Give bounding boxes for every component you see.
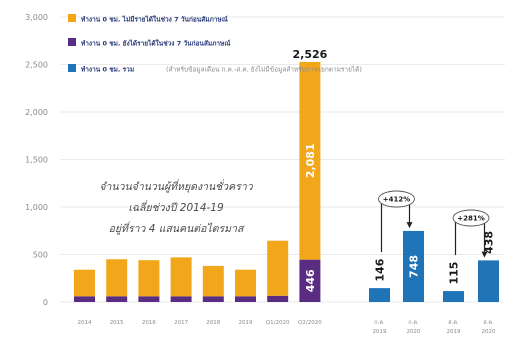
bar-total bbox=[478, 260, 499, 302]
x-tick-label: ส.ค. bbox=[448, 319, 459, 326]
bar-value-label: 115 bbox=[448, 262, 461, 285]
bar-with-income bbox=[267, 295, 289, 302]
segment-label-no-income: 2,081 bbox=[304, 143, 317, 178]
x-tick-label: 2015 bbox=[110, 320, 124, 326]
y-tick-label: 500 bbox=[33, 251, 48, 260]
x-tick-label: ก.ค. bbox=[374, 320, 385, 326]
bar-with-income bbox=[170, 296, 192, 302]
x-tick-label: 2019 bbox=[239, 320, 253, 326]
bar-with-income bbox=[202, 296, 224, 302]
x-tick-label: 2019 bbox=[447, 329, 461, 335]
x-tick-label: 2017 bbox=[174, 320, 188, 326]
legend-label: ทำงาน 0 ชม. รวม bbox=[81, 66, 134, 74]
x-axis: 2014 2015 2016 2017 2018 2019 Q1/2020 Q2/2020 ก.… bbox=[78, 319, 496, 335]
gridlines bbox=[60, 16, 505, 303]
bar-total bbox=[443, 291, 464, 302]
legend-label: ทำงาน 0 ชม. ยังได้รายได้ในช่วง 7 วันก่อน… bbox=[81, 39, 230, 48]
bar-no-income bbox=[202, 265, 224, 297]
bar-value-label: 146 bbox=[374, 258, 387, 281]
annotations: +412% +281% จำนวนจำนวนผู้ที่หยุดงานชั่วครา… bbox=[99, 179, 490, 258]
bar-total bbox=[369, 288, 390, 302]
bar-total bbox=[403, 230, 424, 302]
x-tick-label: 2018 bbox=[206, 320, 220, 326]
x-tick-label: ส.ค. bbox=[483, 319, 494, 326]
change-oval bbox=[452, 209, 490, 227]
legend-swatch bbox=[68, 38, 76, 46]
annotation-text: จำนวนจำนวนผู้ที่หยุดงานชั่วคราว bbox=[99, 179, 253, 193]
bar-with-income bbox=[138, 296, 160, 302]
bar-value-label: 438 bbox=[483, 231, 496, 254]
annotation-text: อยู่ที่ราว 4 แสนคนต่อไตรมาส bbox=[109, 221, 245, 235]
bar-no-income bbox=[170, 257, 192, 297]
x-tick-label: 2020 bbox=[407, 329, 421, 335]
bars: 2,526 2,081 446 146 748 115 438 bbox=[74, 48, 499, 302]
x-tick-label: 2014 bbox=[78, 320, 92, 326]
y-tick-label: 1,500 bbox=[25, 156, 48, 165]
x-tick-label: Q1/2020 bbox=[266, 320, 290, 326]
bar-no-income bbox=[235, 269, 256, 297]
bar-value-label: 748 bbox=[408, 255, 421, 278]
x-tick-label: ก.ค. bbox=[408, 320, 419, 326]
legend-swatch bbox=[68, 64, 76, 72]
bar-total-label: 2,526 bbox=[293, 48, 328, 61]
x-tick-label: 2020 bbox=[482, 329, 496, 335]
legend-label: ทำงาน 0 ชม. ไม่มีรายได้ในช่วง 7 วันก่อนส… bbox=[81, 15, 228, 24]
y-tick-label: 2,000 bbox=[25, 108, 48, 117]
legend-swatch bbox=[68, 14, 76, 22]
bar-no-income bbox=[106, 259, 128, 297]
change-label: +281% bbox=[457, 215, 485, 223]
change-label: +412% bbox=[383, 196, 411, 204]
legend-sublabel: (สำหรับข้อมูลเดือน ก.ค.-ส.ค. ยังไม่มีข้อ… bbox=[166, 66, 362, 74]
bar-with-income bbox=[235, 296, 256, 302]
bar-no-income bbox=[267, 240, 289, 296]
x-tick-label: 2019 bbox=[373, 329, 387, 335]
y-tick-label: 3,000 bbox=[25, 13, 48, 22]
y-tick-label: 0 bbox=[43, 298, 48, 307]
segment-label-with-income: 446 bbox=[304, 269, 317, 292]
x-tick-label: 2016 bbox=[142, 320, 156, 326]
y-tick-label: 1,000 bbox=[25, 203, 48, 212]
legend: ทำงาน 0 ชม. ไม่มีรายได้ในช่วง 7 วันก่อนส… bbox=[68, 14, 362, 74]
annotation-text: เฉลี่ยช่วงปี 2014-19 bbox=[128, 200, 224, 214]
y-axis: 0 500 1,000 1,500 2,000 2,500 3,000 bbox=[25, 13, 48, 307]
bar-with-income bbox=[74, 296, 95, 302]
bar-no-income bbox=[299, 61, 321, 260]
change-oval bbox=[378, 190, 415, 208]
bar-with-income bbox=[106, 296, 128, 302]
bar-no-income bbox=[138, 260, 160, 297]
bar-no-income bbox=[74, 269, 95, 297]
y-tick-label: 2,500 bbox=[25, 61, 48, 70]
x-tick-label: Q2/2020 bbox=[298, 320, 322, 326]
bar-with-income bbox=[299, 259, 321, 302]
